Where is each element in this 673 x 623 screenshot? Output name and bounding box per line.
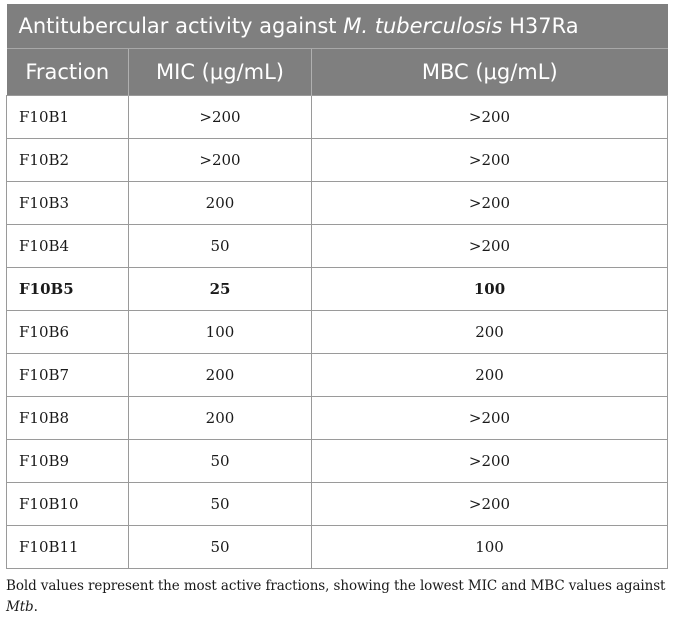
- mbc-cell: >200: [310, 181, 669, 225]
- mic-cell: 200: [128, 181, 312, 225]
- mic-cell: >200: [128, 138, 312, 182]
- mic-cell: 50: [128, 439, 312, 483]
- table-row: F10B1 >200 >200: [6, 95, 669, 139]
- mbc-cell: >200: [310, 482, 669, 526]
- data-table-container: Antitubercular activity against M. tuber…: [6, 4, 669, 569]
- antitubercular-activity-table: Antitubercular activity against M. tuber…: [6, 4, 669, 569]
- footnote-italic-term: Mtb: [6, 599, 34, 615]
- fraction-cell: F10B11: [6, 525, 129, 569]
- mic-cell: 200: [128, 396, 312, 440]
- table-title-prefix: Antitubercular activity against: [18, 14, 344, 38]
- mbc-cell: >200: [310, 138, 669, 182]
- mic-cell: 100: [128, 310, 312, 354]
- footnote-text: Bold values represent the most active fr…: [6, 578, 666, 594]
- table-title-row: Antitubercular activity against M. tuber…: [6, 4, 668, 49]
- table-title-suffix: H37Ra: [502, 14, 579, 38]
- table-row: F10B4 50 >200: [6, 224, 669, 268]
- fraction-cell: F10B2: [6, 138, 129, 182]
- table-title: Antitubercular activity against M. tuber…: [6, 4, 668, 49]
- footnote-end: .: [33, 599, 38, 615]
- mbc-cell: >200: [310, 396, 669, 440]
- mic-cell: 50: [128, 224, 312, 268]
- table-body: F10B1 >200 >200 F10B2 >200 >200 F10B3 200 >200 F1…: [6, 95, 669, 569]
- fraction-cell: F10B7: [6, 353, 129, 397]
- mbc-cell: 200: [310, 310, 669, 354]
- column-header-fraction: Fraction: [6, 48, 129, 96]
- fraction-cell: F10B3: [6, 181, 129, 225]
- mbc-cell: >200: [310, 224, 669, 268]
- fraction-cell: F10B8: [6, 396, 129, 440]
- mbc-cell: >200: [310, 95, 669, 139]
- column-header-row: Fraction MIC (μg/mL) MBC (μg/mL): [6, 48, 668, 96]
- fraction-cell: F10B10: [6, 482, 129, 526]
- fraction-cell: F10B1: [6, 95, 129, 139]
- table-row: F10B3 200 >200: [6, 181, 669, 225]
- column-header-mbc: MBC (μg/mL): [310, 48, 668, 96]
- mic-cell: 200: [128, 353, 312, 397]
- table-title-organism: M. tuberculosis: [343, 14, 503, 38]
- table-footnote: Bold values represent the most active fr…: [6, 576, 667, 618]
- table-row: F10B5 25 100: [6, 267, 669, 311]
- mbc-cell: >200: [310, 439, 669, 483]
- mbc-cell: 100: [310, 525, 669, 569]
- column-header-mic: MIC (μg/mL): [128, 48, 312, 96]
- table-row: F10B7 200 200: [6, 353, 669, 397]
- fraction-cell: F10B4: [6, 224, 129, 268]
- table-row: F10B9 50 >200: [6, 439, 669, 483]
- mic-cell: 50: [128, 482, 312, 526]
- mbc-cell: 100: [310, 267, 669, 311]
- table-row: F10B8 200 >200: [6, 396, 669, 440]
- mbc-cell: 200: [310, 353, 669, 397]
- table-row: F10B11 50 100: [6, 525, 669, 569]
- table-row: F10B10 50 >200: [6, 482, 669, 526]
- mic-cell: >200: [128, 95, 312, 139]
- mic-cell: 50: [128, 525, 312, 569]
- fraction-cell: F10B5: [6, 267, 129, 311]
- fraction-cell: F10B9: [6, 439, 129, 483]
- mic-cell: 25: [128, 267, 312, 311]
- table-row: F10B2 >200 >200: [6, 138, 669, 182]
- table-row: F10B6 100 200: [6, 310, 669, 354]
- fraction-cell: F10B6: [6, 310, 129, 354]
